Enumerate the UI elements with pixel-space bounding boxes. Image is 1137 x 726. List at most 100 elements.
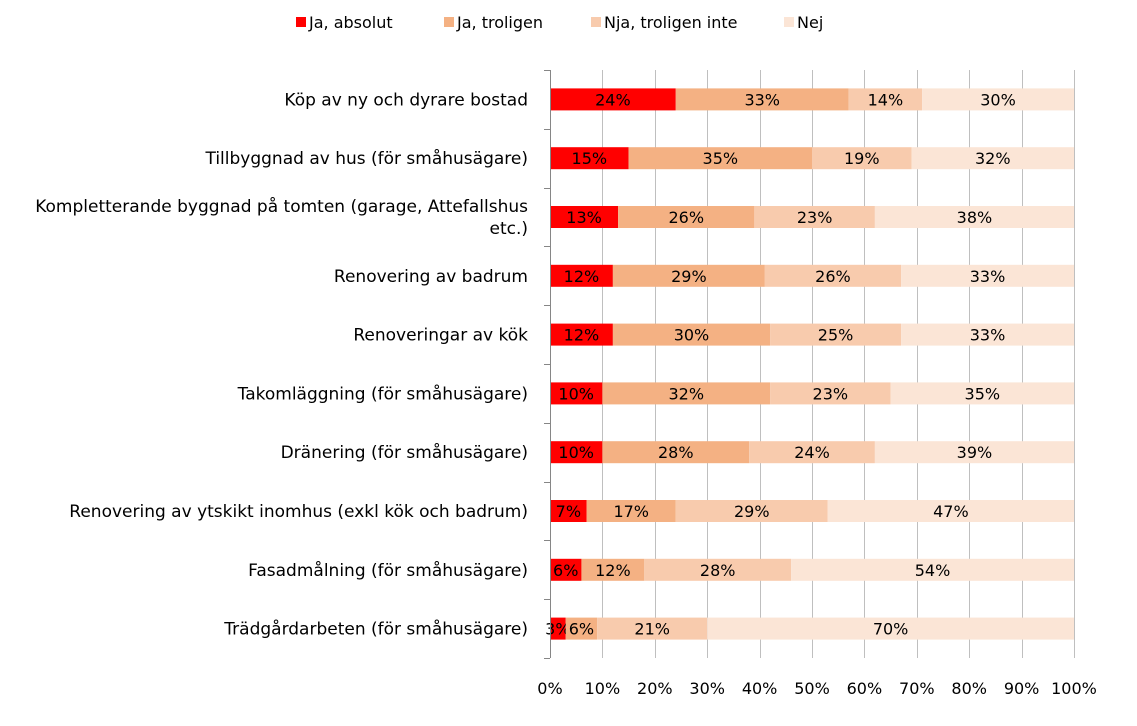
data-label: 35% <box>703 149 739 168</box>
bar-segment <box>550 617 566 640</box>
x-tick-label: 20% <box>637 679 673 698</box>
data-label: 12% <box>564 267 600 286</box>
data-label: 28% <box>658 443 694 462</box>
category-label: Köp av ny och dyrare bostad <box>284 90 528 110</box>
category-label: Renovering av badrum <box>334 267 528 287</box>
bar-segment <box>581 558 645 581</box>
category-label: Takomläggning (för småhusägare) <box>237 383 528 404</box>
x-axis: 0% 10% 20% 30% 40% 50% 60% 70% 80% 90% 100% <box>537 679 1097 698</box>
data-label: 32% <box>668 384 704 403</box>
data-label: 24% <box>794 443 830 462</box>
bar-segment <box>550 323 613 346</box>
data-label: 39% <box>957 443 993 462</box>
bar-segment <box>827 500 1074 522</box>
bar-segment <box>812 147 912 170</box>
bar-segment <box>770 323 902 346</box>
category-label: Trädgårdarbeten (för småhusägare) <box>223 619 528 640</box>
bar-segment <box>550 382 603 405</box>
legend-label: Ja, absolut <box>308 13 393 32</box>
x-tick-label: 50% <box>794 679 830 698</box>
bar-segment <box>628 147 812 170</box>
bar-segment <box>754 206 875 228</box>
bar-segment <box>770 382 891 405</box>
bars: 24% 33% 14% 30% 15% 35% 19% 32% 13% 26% 23% 38% 12% 2… <box>545 88 1074 640</box>
data-label: 21% <box>634 620 670 639</box>
data-label: 30% <box>980 90 1016 109</box>
bar-segment <box>550 206 619 228</box>
bar-segment <box>749 441 875 464</box>
data-label: 17% <box>613 502 649 521</box>
bar-segment <box>586 500 676 522</box>
data-label: 26% <box>668 208 704 227</box>
data-label: 14% <box>868 90 904 109</box>
bar-segment <box>675 500 828 522</box>
bar-segment <box>550 88 676 111</box>
data-label: 6% <box>569 620 594 639</box>
category-label: Kompletterande byggnad på tomten (garage… <box>35 196 528 217</box>
category-label: Dränering (för småhusägare) <box>281 442 528 463</box>
bar-segment <box>550 147 629 170</box>
legend: Ja, absolut Ja, troligen Nja, troligen int… <box>296 13 823 32</box>
data-label: 30% <box>674 326 710 345</box>
data-label: 6% <box>553 561 578 580</box>
data-label: 25% <box>818 326 854 345</box>
data-label: 23% <box>813 384 849 403</box>
bar-segment <box>707 617 1074 640</box>
bar-segment <box>602 382 771 405</box>
category-label: Tillbyggnad av hus (för småhusägare) <box>204 148 528 169</box>
category-label: etc.) <box>489 219 528 239</box>
bar-segment <box>874 441 1074 464</box>
bar-segment <box>675 88 849 111</box>
bar-segment <box>874 206 1074 228</box>
y-axis: Köp av ny och dyrare bostad Tillbyggnad a… <box>35 70 551 659</box>
bar-segment <box>550 558 582 581</box>
data-label: 47% <box>933 502 969 521</box>
bar-segment <box>901 264 1074 287</box>
data-label: 29% <box>671 267 707 286</box>
bar-segment <box>901 323 1074 346</box>
bar-segment <box>550 500 587 522</box>
bar-segment <box>791 558 1074 581</box>
bar-segment <box>848 88 923 111</box>
data-label: 33% <box>744 90 780 109</box>
x-tick-label: 80% <box>951 679 987 698</box>
bar-segment <box>602 441 750 464</box>
bar-segment <box>644 558 792 581</box>
x-tick-label: 70% <box>899 679 935 698</box>
data-label: 26% <box>815 267 851 286</box>
bar-segment <box>911 147 1074 170</box>
data-label: 7% <box>556 502 581 521</box>
x-tick-label: 60% <box>847 679 883 698</box>
data-label: 19% <box>844 149 880 168</box>
bar-segment <box>890 382 1074 405</box>
data-label: 13% <box>566 208 602 227</box>
bar-segment <box>565 617 598 640</box>
bar-segment <box>922 88 1074 111</box>
data-label: 35% <box>965 384 1001 403</box>
data-label: 29% <box>734 502 770 521</box>
legend-swatch <box>591 17 601 27</box>
data-label: 32% <box>975 149 1011 168</box>
category-label: Renoveringar av kök <box>353 326 528 346</box>
x-tick-label: 30% <box>689 679 725 698</box>
data-label: 3% <box>545 620 570 639</box>
data-label: 24% <box>595 90 631 109</box>
data-label: 10% <box>558 443 594 462</box>
data-label: 12% <box>564 326 600 345</box>
data-label: 28% <box>700 561 736 580</box>
data-label: 12% <box>595 561 631 580</box>
data-label: 33% <box>970 267 1006 286</box>
bar-segment <box>550 441 603 464</box>
x-tick-label: 10% <box>585 679 621 698</box>
legend-swatch <box>444 17 454 27</box>
data-label: 70% <box>873 620 909 639</box>
legend-label: Nja, troligen inte <box>604 13 738 32</box>
data-label: 10% <box>558 384 594 403</box>
bar-segment <box>612 264 765 287</box>
category-label: Fasadmålning (för småhusägare) <box>248 560 528 581</box>
x-tick-label: 0% <box>537 679 562 698</box>
bar-segment <box>612 323 771 346</box>
bar-segment <box>597 617 708 640</box>
legend-label: Nej <box>797 13 823 32</box>
x-tick-label: 90% <box>1004 679 1040 698</box>
